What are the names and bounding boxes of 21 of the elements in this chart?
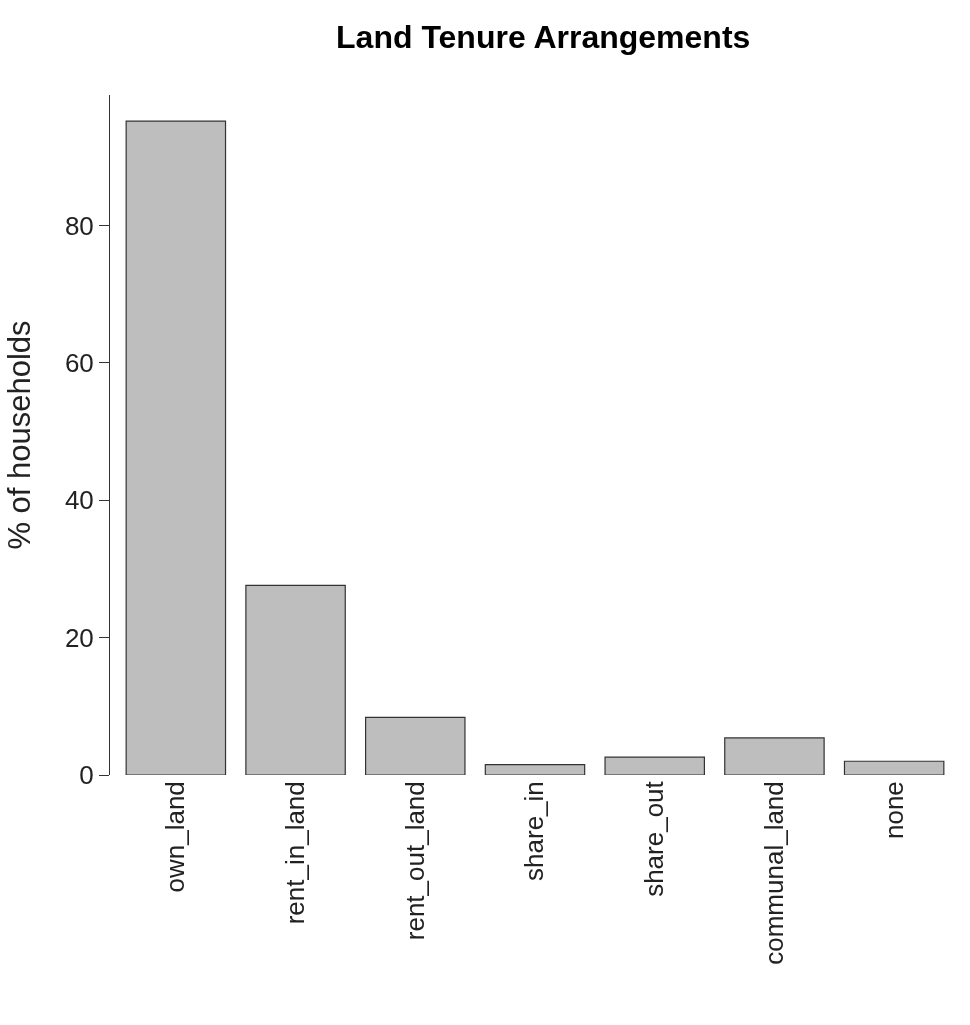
x-tick-label: rent_out_land <box>399 781 430 941</box>
bar <box>484 764 586 775</box>
y-tick-label: 20 <box>64 622 94 653</box>
x-tick-label: communal_land <box>758 781 789 965</box>
x-tick-label: own_land <box>160 781 191 893</box>
y-tick-label: 0 <box>79 760 94 791</box>
bar <box>724 737 825 775</box>
bar <box>843 760 945 775</box>
bar <box>604 756 705 775</box>
bar <box>365 716 466 775</box>
y-tick-label: 40 <box>64 485 94 516</box>
y-tick-label: 60 <box>64 347 94 378</box>
y-axis-title: % of households <box>1 320 37 550</box>
bar <box>245 584 346 775</box>
x-tick-label: share_out <box>639 780 670 897</box>
x-tick-label: share_in <box>519 781 550 881</box>
y-tick-label: 80 <box>64 210 94 241</box>
x-tick-label: rent_in_land <box>280 781 311 925</box>
chart-title: Land Tenure Arrangements <box>336 19 751 56</box>
x-tick-label: none <box>878 781 909 840</box>
bar <box>125 120 227 775</box>
